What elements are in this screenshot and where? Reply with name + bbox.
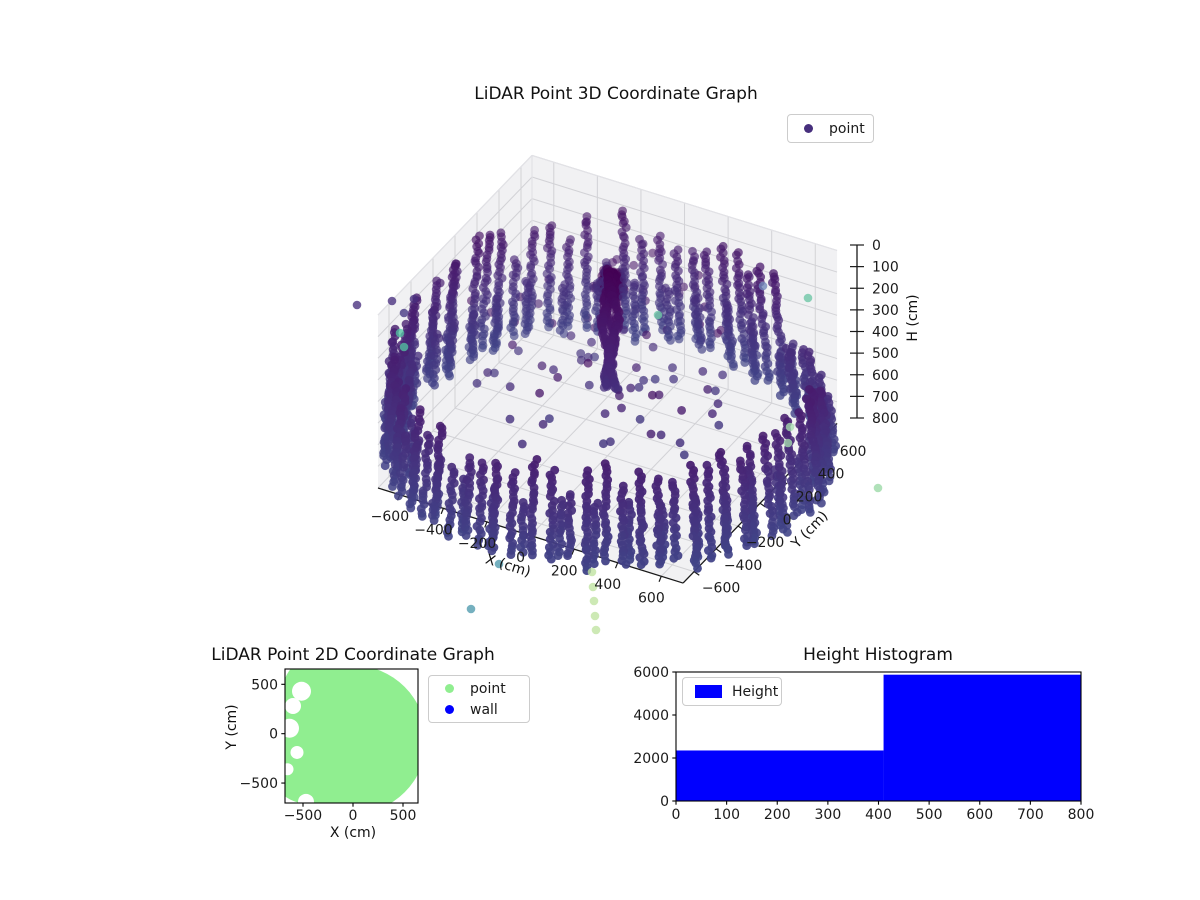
svg-text:0: 0 bbox=[660, 794, 669, 810]
legend-entry-height: Height bbox=[683, 681, 781, 702]
svg-text:0: 0 bbox=[872, 238, 881, 254]
svg-text:600: 600 bbox=[966, 807, 993, 823]
plot2d-region bbox=[285, 669, 418, 803]
svg-text:600: 600 bbox=[872, 368, 899, 384]
svg-text:600: 600 bbox=[638, 591, 665, 607]
svg-text:−400: −400 bbox=[724, 558, 762, 574]
legend-entry-wall: wall bbox=[429, 699, 529, 720]
legend-label: wall bbox=[470, 701, 498, 718]
histogram-axes: 0 100 200 300 400 500 600 700 800 0 2000 4000 6000 bbox=[633, 665, 1094, 823]
svg-text:700: 700 bbox=[1017, 807, 1044, 823]
svg-text:300: 300 bbox=[872, 303, 899, 319]
svg-text:−200: −200 bbox=[746, 535, 784, 551]
svg-text:−500: −500 bbox=[240, 776, 278, 792]
svg-text:100: 100 bbox=[713, 807, 740, 823]
plot2d-legend: point wall bbox=[428, 675, 530, 723]
legend-label: point bbox=[829, 120, 865, 137]
svg-text:500: 500 bbox=[251, 677, 278, 693]
svg-text:−600: −600 bbox=[371, 509, 409, 525]
svg-text:200: 200 bbox=[796, 489, 823, 505]
legend-entry-point: point bbox=[788, 118, 873, 139]
svg-text:−200: −200 bbox=[458, 536, 496, 552]
svg-text:−400: −400 bbox=[414, 523, 452, 539]
point-marker-icon bbox=[445, 684, 454, 693]
svg-text:600: 600 bbox=[840, 444, 867, 460]
svg-text:0: 0 bbox=[672, 807, 681, 823]
histogram-bars bbox=[676, 674, 1081, 801]
plot2d-axes: −500 0 500 −500 0 500 bbox=[240, 668, 419, 824]
point-marker-icon bbox=[804, 124, 813, 133]
svg-text:500: 500 bbox=[390, 808, 417, 824]
plot2d-title: LiDAR Point 2D Coordinate Graph bbox=[211, 645, 495, 665]
plot3d-point-cloud bbox=[379, 206, 841, 575]
svg-text:800: 800 bbox=[872, 411, 899, 427]
height-patch-icon bbox=[695, 685, 722, 698]
svg-text:0: 0 bbox=[516, 550, 525, 566]
plot2d-yaxis-label: Y (cm) bbox=[224, 704, 240, 750]
svg-text:700: 700 bbox=[872, 389, 899, 405]
legend-label: point bbox=[470, 680, 506, 697]
histogram-title: Height Histogram bbox=[803, 645, 953, 665]
plot3d-legend: point bbox=[787, 114, 874, 143]
svg-text:300: 300 bbox=[815, 807, 842, 823]
histogram-legend: Height bbox=[682, 677, 782, 706]
svg-text:0: 0 bbox=[269, 727, 278, 743]
svg-text:4000: 4000 bbox=[633, 708, 669, 724]
svg-text:400: 400 bbox=[865, 807, 892, 823]
svg-text:−500: −500 bbox=[284, 808, 322, 824]
svg-text:2000: 2000 bbox=[633, 751, 669, 767]
svg-text:100: 100 bbox=[872, 260, 899, 276]
plot3d-tick-labels: −600−400−2000200400600−600−400−200020040… bbox=[371, 238, 899, 607]
plot3d-outlier-points bbox=[352, 281, 883, 635]
plot3d-zaxis-label: H (cm) bbox=[905, 294, 921, 342]
svg-text:6000: 6000 bbox=[633, 665, 669, 681]
legend-entry-point: point bbox=[429, 678, 529, 699]
svg-text:800: 800 bbox=[1068, 807, 1095, 823]
plot3d-title: LiDAR Point 3D Coordinate Graph bbox=[474, 84, 758, 104]
svg-text:400: 400 bbox=[818, 467, 845, 483]
svg-text:200: 200 bbox=[872, 281, 899, 297]
svg-text:0: 0 bbox=[349, 808, 358, 824]
svg-text:0: 0 bbox=[783, 512, 792, 528]
svg-text:200: 200 bbox=[551, 563, 578, 579]
svg-text:400: 400 bbox=[594, 577, 621, 593]
wall-marker-icon bbox=[445, 705, 454, 714]
svg-text:200: 200 bbox=[764, 807, 791, 823]
plot2d-xaxis-label: X (cm) bbox=[329, 825, 377, 841]
svg-text:−600: −600 bbox=[702, 581, 740, 597]
svg-text:400: 400 bbox=[872, 325, 899, 341]
svg-text:500: 500 bbox=[916, 807, 943, 823]
svg-text:500: 500 bbox=[872, 346, 899, 362]
legend-label: Height bbox=[732, 683, 779, 700]
